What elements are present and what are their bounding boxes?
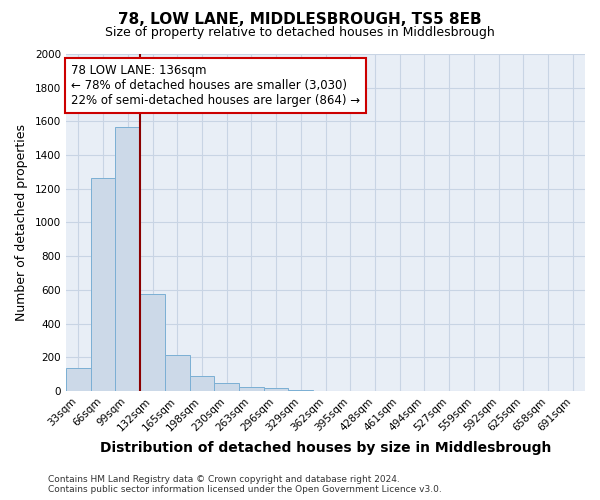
Bar (239, 386, 264, 391)
Bar (66, 368, 91, 391)
Text: Size of property relative to detached houses in Middlesbrough: Size of property relative to detached ho… (105, 26, 495, 39)
Bar (264, 388, 289, 391)
Bar (165, 354, 190, 391)
Text: Contains public sector information licensed under the Open Government Licence v3: Contains public sector information licen… (48, 485, 442, 494)
Bar (289, 390, 313, 391)
Bar (190, 376, 214, 391)
Text: Contains HM Land Registry data © Crown copyright and database right 2024.: Contains HM Land Registry data © Crown c… (48, 475, 400, 484)
Text: 78, LOW LANE, MIDDLESBROUGH, TS5 8EB: 78, LOW LANE, MIDDLESBROUGH, TS5 8EB (118, 12, 482, 28)
Bar (91, 178, 115, 391)
Bar (140, 294, 165, 391)
Text: 78 LOW LANE: 136sqm
← 78% of detached houses are smaller (3,030)
22% of semi-det: 78 LOW LANE: 136sqm ← 78% of detached ho… (71, 64, 361, 107)
X-axis label: Distribution of detached houses by size in Middlesbrough: Distribution of detached houses by size … (100, 441, 551, 455)
Bar (214, 382, 239, 391)
Bar (115, 128, 140, 391)
Y-axis label: Number of detached properties: Number of detached properties (15, 124, 28, 321)
